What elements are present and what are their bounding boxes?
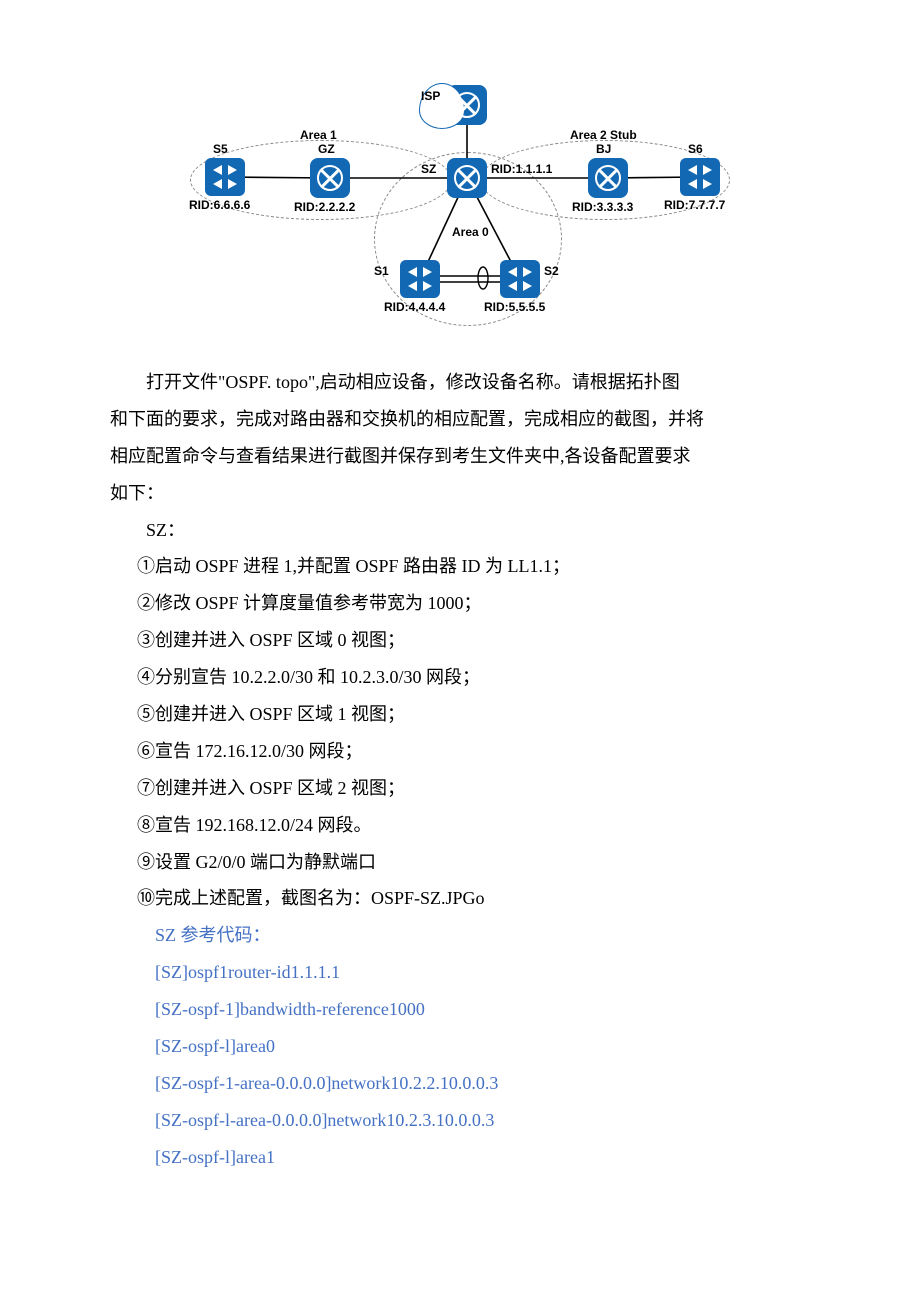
topology-diagram-container: Area 1 Area 2 Stub Area 0 ISP SZ RID:1.1.1.1 G… [125, 80, 795, 350]
s2-label: S2 [544, 264, 559, 278]
area-label: Area 0 [452, 225, 489, 239]
s6-switch-icon [680, 158, 720, 196]
bj-router-icon [588, 158, 628, 198]
step-line: ③创建并进入 OSPF 区域 0 视图； [110, 622, 810, 659]
step-line: ⑦创建并进入 OSPF 区域 2 视图； [110, 770, 810, 807]
s6-label: S6 [688, 142, 703, 156]
code-line: [SZ]ospf1router-id1.1.1.1 [110, 954, 810, 991]
code-line: [SZ-ospf-l]area1 [110, 1139, 810, 1176]
bj-label: BJ [596, 142, 611, 156]
step-line: ⑥宣告 172.16.12.0/30 网段； [110, 733, 810, 770]
code-title: SZ 参考代码： [110, 917, 810, 954]
s1-label: S1 [374, 264, 389, 278]
s5-switch-icon [205, 158, 245, 196]
document-page: Area 1 Area 2 Stub Area 0 ISP SZ RID:1.1.1.1 G… [0, 0, 920, 1256]
step-line: ④分别宣告 10.2.2.0/30 和 10.2.3.0/30 网段； [110, 659, 810, 696]
intro-line-3: 相应配置命令与查看结果进行截图并保存到考生文件夹中,各设备配置要求 [110, 438, 810, 475]
sz-rid: RID:1.1.1.1 [491, 162, 552, 176]
step-line: ①启动 OSPF 进程 1,并配置 OSPF 路由器 ID 为 LL1.1； [110, 548, 810, 585]
step-line: ⑧宣告 192.168.12.0/24 网段。 [110, 807, 810, 844]
config-steps: ①启动 OSPF 进程 1,并配置 OSPF 路由器 ID 为 LL1.1；②修… [110, 548, 810, 917]
gz-rid: RID:2.2.2.2 [294, 200, 355, 214]
intro-line-2: 和下面的要求，完成对路由器和交换机的相应配置，完成相应的截图，并将 [110, 401, 810, 438]
intro-line-4: 如下： [110, 475, 810, 512]
sz-router-icon [447, 158, 487, 198]
s1-rid: RID:4.4.4.4 [384, 300, 445, 314]
step-line: ⑩完成上述配置，截图名为：OSPF-SZ.JPGo [110, 880, 810, 917]
gz-router-icon [310, 158, 350, 198]
bj-rid: RID:3.3.3.3 [572, 200, 633, 214]
code-line: [SZ-ospf-l-area-0.0.0.0]network10.2.3.10… [110, 1102, 810, 1139]
code-block: [SZ]ospf1router-id1.1.1.1[SZ-ospf-1]band… [110, 954, 810, 1175]
s2-rid: RID:5.5.5.5 [484, 300, 545, 314]
s5-label: S5 [213, 142, 228, 156]
code-line: [SZ-ospf-l]area0 [110, 1028, 810, 1065]
isp-router-icon [447, 85, 487, 125]
area-label: Area 2 Stub [570, 128, 637, 142]
s1-switch-icon [400, 260, 440, 298]
s6-rid: RID:7.7.7.7 [664, 198, 725, 212]
s2-switch-icon [500, 260, 540, 298]
code-line: [SZ-ospf-1-area-0.0.0.0]network10.2.2.10… [110, 1065, 810, 1102]
device-sz-label: SZ： [110, 512, 810, 549]
step-line: ②修改 OSPF 计算度量值参考带宽为 1000； [110, 585, 810, 622]
gz-label: GZ [318, 142, 335, 156]
sz-label: SZ [421, 162, 436, 176]
intro-line-1: 打开文件"OSPF. topo",启动相应设备，修改设备名称。请根据拓扑图 [110, 364, 810, 401]
isp-label: ISP [421, 89, 440, 103]
step-line: ⑨设置 G2/0/0 端口为静默端口 [110, 844, 810, 881]
topology-diagram: Area 1 Area 2 Stub Area 0 ISP SZ RID:1.1.1.1 G… [190, 80, 730, 350]
s5-rid: RID:6.6.6.6 [189, 198, 250, 212]
step-line: ⑤创建并进入 OSPF 区域 1 视图； [110, 696, 810, 733]
area-label: Area 1 [300, 128, 337, 142]
code-line: [SZ-ospf-1]bandwidth-reference1000 [110, 991, 810, 1028]
